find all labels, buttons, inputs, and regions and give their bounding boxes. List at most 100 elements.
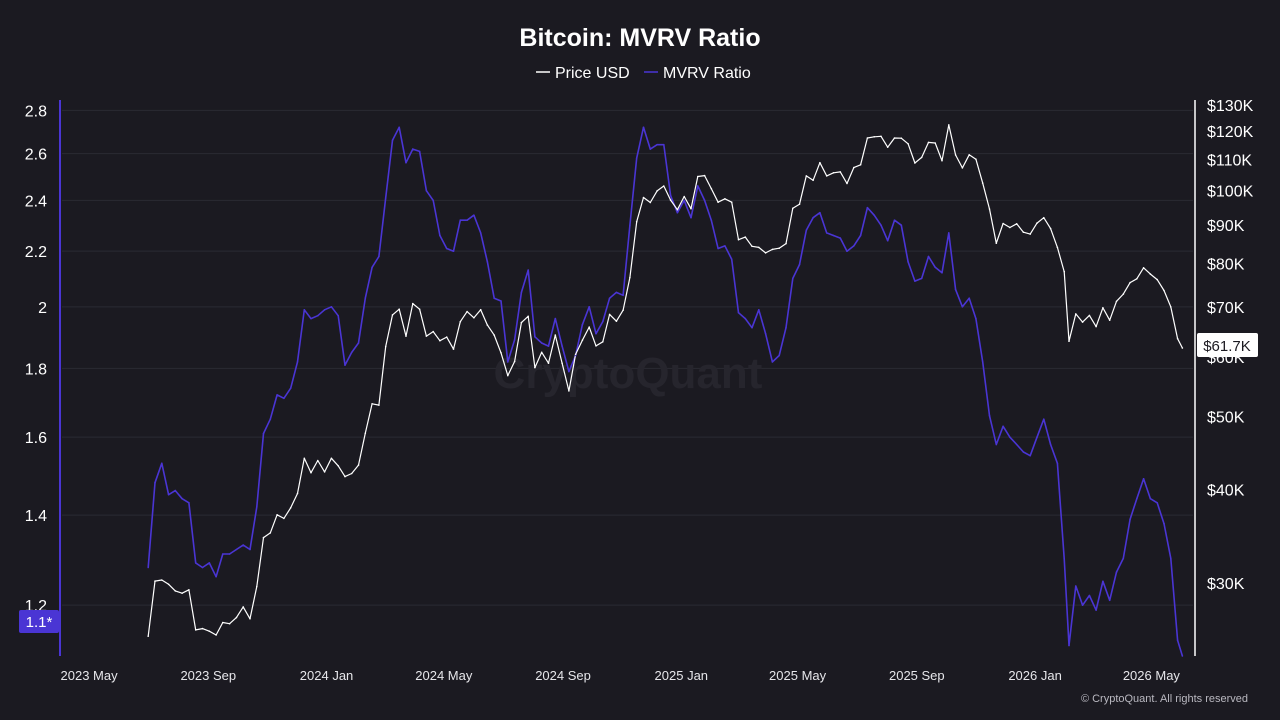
data-point-mvrv: [513, 339, 516, 341]
data-point-mvrv: [907, 261, 909, 263]
data-point-mvrv: [1029, 454, 1031, 457]
data-point-mvrv: [1170, 557, 1172, 560]
data-point-mvrv: [615, 291, 618, 294]
data-point-mvrv: [412, 148, 414, 150]
data-point-price: [1149, 273, 1152, 275]
data-point-mvrv: [303, 309, 306, 311]
left-tick-label: 2.8: [25, 103, 47, 120]
x-tick-label: 2026 Jan: [1008, 668, 1062, 683]
data-point-mvrv: [405, 161, 407, 164]
copyright: © CryptoQuant. All rights reserved: [1081, 693, 1248, 705]
data-point-mvrv: [893, 219, 896, 221]
data-point-price: [574, 353, 577, 356]
data-point-price: [201, 627, 204, 630]
data-point-mvrv: [561, 345, 563, 347]
data-point-mvrv: [1163, 522, 1165, 525]
data-point-mvrv: [792, 277, 794, 280]
data-point-price: [317, 459, 319, 462]
data-point-mvrv: [880, 224, 882, 226]
legend-item-mvrv[interactable]: MVRV Ratio: [644, 65, 751, 82]
data-point-price: [344, 475, 346, 478]
data-point-price: [154, 580, 156, 582]
data-point-price: [1108, 319, 1111, 322]
data-point-price: [873, 136, 875, 138]
data-point-mvrv: [554, 317, 557, 320]
data-point-price: [981, 182, 984, 184]
left-axis-ticks: 2.82.62.42.221.81.61.41.2: [25, 103, 47, 615]
data-point-mvrv: [445, 247, 448, 250]
data-point-mvrv: [717, 247, 719, 250]
badge-mvrv-text: 1.1*: [26, 614, 53, 631]
data-point-price: [615, 320, 618, 323]
data-point-price: [914, 162, 916, 164]
series-line-mvrv: [147, 126, 1184, 657]
left-tick-label: 2.6: [25, 147, 47, 164]
data-point-mvrv: [635, 157, 638, 159]
data-point-mvrv: [568, 370, 570, 373]
right-tick-label: $90K: [1207, 218, 1245, 235]
data-point-price: [384, 345, 387, 348]
left-tick-label: 1.8: [25, 361, 47, 378]
data-point-price: [391, 314, 394, 316]
data-point-mvrv: [812, 216, 814, 219]
data-point-mvrv: [296, 361, 299, 363]
data-point-price: [568, 390, 570, 392]
data-point-mvrv: [1049, 443, 1052, 446]
data-point-mvrv: [988, 414, 991, 417]
data-point-price: [262, 536, 265, 539]
data-point-mvrv: [941, 272, 943, 274]
data-point-mvrv: [656, 143, 658, 146]
x-tick-label: 2023 May: [61, 668, 119, 683]
data-point-mvrv: [886, 239, 889, 242]
data-point-mvrv: [194, 562, 197, 564]
data-point-price: [520, 321, 523, 324]
data-point-mvrv: [167, 493, 170, 496]
data-point-price: [561, 362, 563, 365]
data-point-price: [1181, 347, 1184, 349]
data-point-mvrv: [154, 481, 156, 484]
series-points: [147, 124, 1184, 657]
badge-price-text: $61.7K: [1203, 338, 1251, 355]
data-point-mvrv: [927, 255, 930, 258]
data-point-price: [839, 171, 842, 173]
data-point-mvrv: [948, 232, 950, 234]
data-point-price: [683, 195, 685, 198]
data-point-price: [188, 589, 190, 591]
data-point-mvrv: [954, 288, 957, 291]
data-point-price: [1142, 267, 1145, 269]
data-point-price: [554, 334, 557, 336]
data-point-mvrv: [1015, 443, 1018, 446]
data-point-price: [527, 315, 529, 318]
right-tick-label: $50K: [1207, 410, 1245, 427]
data-point-price: [242, 606, 244, 608]
data-point-mvrv: [1002, 425, 1004, 428]
data-point-price: [432, 330, 435, 333]
data-point-mvrv: [398, 126, 401, 129]
data-point-mvrv: [500, 300, 502, 302]
data-point-price: [330, 457, 333, 460]
data-point-mvrv: [1129, 518, 1131, 521]
data-point-mvrv: [262, 432, 265, 435]
data-point-price: [1068, 340, 1070, 343]
data-point-price: [405, 335, 407, 337]
right-tick-label: $130K: [1207, 98, 1254, 115]
data-point-price: [819, 161, 821, 164]
x-tick-label: 2024 May: [415, 668, 473, 683]
right-tick-label: $70K: [1207, 300, 1245, 317]
data-point-price: [1015, 223, 1018, 225]
data-point-price: [1002, 222, 1004, 225]
data-point-mvrv: [663, 143, 665, 146]
legend-item-price[interactable]: Price USD: [536, 65, 630, 82]
data-point-mvrv: [459, 219, 462, 221]
data-point-mvrv: [683, 199, 685, 202]
data-point-mvrv: [1181, 655, 1184, 657]
data-point-mvrv: [1108, 599, 1111, 602]
data-point-price: [886, 146, 889, 148]
data-point-price: [174, 590, 177, 592]
data-point-price: [289, 507, 292, 509]
data-point-price: [805, 175, 808, 177]
badge-price-bg: [1197, 333, 1258, 357]
data-point-mvrv: [920, 277, 923, 280]
data-point-mvrv: [825, 232, 828, 234]
data-point-mvrv: [676, 211, 679, 214]
